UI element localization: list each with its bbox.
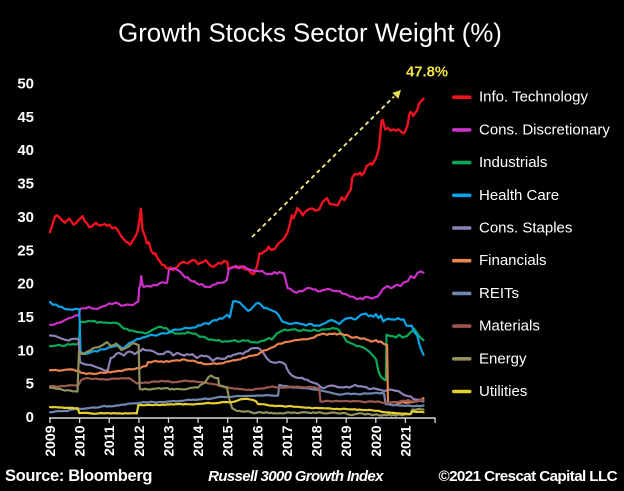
svg-text:2019: 2019 [338,425,354,456]
svg-text:Industrials: Industrials [479,154,547,171]
svg-text:Utilities: Utilities [479,383,527,400]
svg-text:2017: 2017 [279,425,295,456]
svg-text:Growth Stocks Sector Weight (%: Growth Stocks Sector Weight (%) [118,20,502,48]
svg-text:Materials: Materials [479,318,540,335]
svg-text:50: 50 [17,76,34,93]
svg-text:2016: 2016 [249,425,265,456]
svg-text:35: 35 [17,176,34,193]
svg-text:Source: Bloomberg: Source: Bloomberg [5,467,152,485]
svg-text:©2021 Crescat Capital LLC: ©2021 Crescat Capital LLC [438,468,617,485]
svg-text:2021: 2021 [397,425,413,456]
svg-text:25: 25 [17,242,34,259]
svg-text:Financials: Financials [479,252,547,269]
svg-text:10: 10 [17,342,34,359]
svg-text:2009: 2009 [42,425,58,456]
svg-text:5: 5 [26,376,34,393]
svg-text:2010: 2010 [72,425,88,456]
svg-text:Info. Technology: Info. Technology [479,89,588,106]
svg-text:2011: 2011 [101,425,117,456]
svg-text:47.8%: 47.8% [406,65,448,81]
svg-text:30: 30 [17,209,34,226]
svg-text:2020: 2020 [368,425,384,456]
svg-text:2013: 2013 [161,425,177,456]
svg-text:20: 20 [17,276,34,293]
svg-text:Energy: Energy [479,350,527,367]
svg-text:2012: 2012 [131,425,147,456]
svg-text:0: 0 [26,409,34,426]
svg-text:2018: 2018 [309,425,325,456]
svg-text:Cons. Staples: Cons. Staples [479,220,572,237]
svg-text:2014: 2014 [190,425,206,456]
svg-text:45: 45 [17,109,34,126]
svg-text:Cons. Discretionary: Cons. Discretionary [479,121,610,138]
svg-text:Health Care: Health Care [479,187,559,204]
svg-text:2015: 2015 [220,425,236,456]
svg-text:REITs: REITs [479,285,519,302]
svg-text:15: 15 [17,309,34,326]
svg-text:Russell 3000 Growth Index: Russell 3000 Growth Index [208,468,384,485]
svg-text:40: 40 [17,142,34,159]
